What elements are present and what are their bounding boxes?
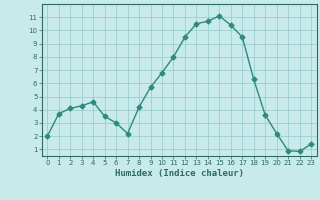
X-axis label: Humidex (Indice chaleur): Humidex (Indice chaleur) (115, 169, 244, 178)
